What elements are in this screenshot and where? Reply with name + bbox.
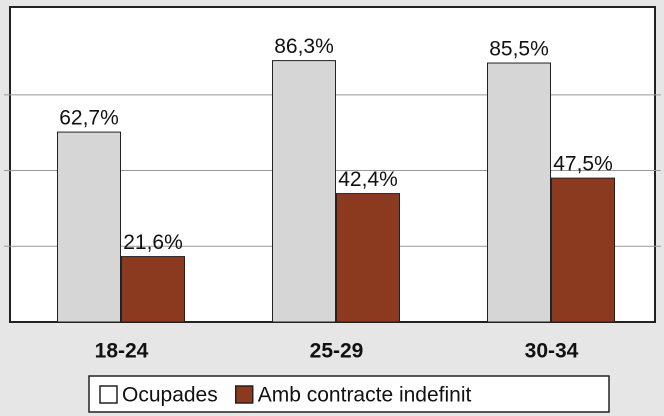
- x-tick-label: 25-29: [310, 340, 364, 363]
- bar: [336, 193, 400, 323]
- value-label: 86,3%: [274, 35, 334, 58]
- value-label: 42,4%: [338, 168, 398, 191]
- value-label: 85,5%: [489, 38, 549, 61]
- bar: [57, 131, 121, 323]
- legend-swatch: [234, 385, 254, 404]
- x-tick-label: 30-34: [525, 340, 579, 363]
- x-tick-label: 18-24: [95, 340, 149, 363]
- value-label: 47,5%: [553, 153, 613, 176]
- value-label: 21,6%: [123, 231, 183, 254]
- legend-label: Ocupades: [122, 384, 218, 407]
- legend-box: [88, 375, 610, 413]
- value-label: 62,7%: [59, 107, 119, 130]
- bar: [121, 256, 185, 323]
- bar: [487, 62, 551, 323]
- bar: [272, 60, 336, 323]
- legend-label: Amb contracte indefinit: [258, 384, 472, 407]
- bar: [551, 177, 615, 323]
- legend-swatch: [99, 385, 118, 404]
